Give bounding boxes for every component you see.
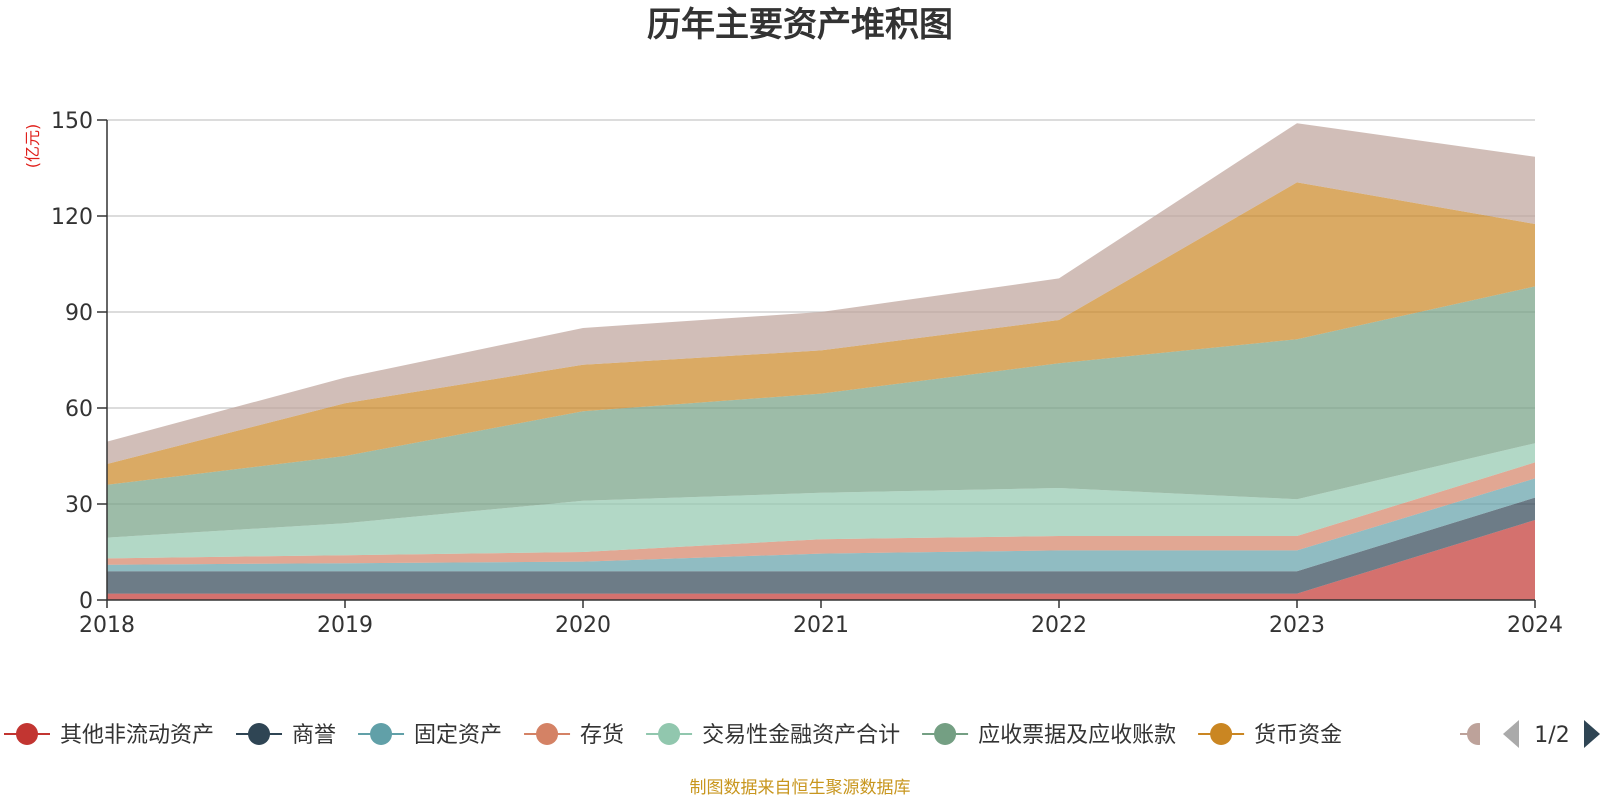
area-series[interactable] <box>107 520 1535 600</box>
legend-marker <box>1467 723 1480 745</box>
legend-marker <box>658 723 681 745</box>
legend-item[interactable]: 商誉 <box>236 723 336 748</box>
y-axis-unit: (亿元) <box>23 124 42 169</box>
area-series[interactable] <box>107 497 1535 594</box>
legend-item[interactable]: 应收票据及应收账款 <box>922 723 1176 748</box>
legend-next-icon[interactable] <box>1584 720 1600 748</box>
legend-marker <box>536 723 559 745</box>
legend-label: 货币资金 <box>1254 723 1342 748</box>
y-tick-label: 150 <box>51 109 93 134</box>
legend-item[interactable]: 其他非流动资产 <box>4 723 214 748</box>
y-tick-label: 90 <box>65 301 93 326</box>
x-tick-label: 2023 <box>1269 613 1325 638</box>
legend-item-partial[interactable] <box>1460 723 1500 745</box>
legend-page-indicator: 1/2 <box>1534 723 1569 748</box>
legend-marker <box>370 723 393 745</box>
legend-label: 其他非流动资产 <box>60 723 214 748</box>
legend-marker <box>1210 723 1233 745</box>
x-tick-label: 2021 <box>793 613 849 638</box>
area-series[interactable] <box>107 123 1535 464</box>
legend: 其他非流动资产 商誉 固定资产 存货 交易性金融资产合计 应收票据及应收账款 货币资金 1/2 <box>4 720 1600 748</box>
legend-label: 固定资产 <box>414 723 502 748</box>
legend-label: 存货 <box>580 723 624 748</box>
x-tick-label: 2019 <box>317 613 373 638</box>
legend-item[interactable]: 交易性金融资产合计 <box>646 723 900 748</box>
legend-marker <box>16 723 38 745</box>
y-tick-label: 0 <box>79 589 93 614</box>
area-series[interactable] <box>107 286 1535 538</box>
chart-title: 历年主要资产堆积图 <box>647 5 953 45</box>
legend-item[interactable]: 存货 <box>524 723 624 748</box>
y-tick-label: 120 <box>51 205 93 230</box>
x-tick-label: 2024 <box>1507 613 1563 638</box>
data-source-note: 制图数据来自恒生聚源数据库 <box>690 778 911 798</box>
y-tick-label: 60 <box>65 397 93 422</box>
legend-label: 交易性金融资产合计 <box>702 723 900 748</box>
legend-item[interactable]: 固定资产 <box>358 723 502 748</box>
legend-label: 应收票据及应收账款 <box>978 723 1176 748</box>
area-series[interactable] <box>107 462 1535 565</box>
x-tick-label: 2020 <box>555 613 611 638</box>
legend-prev-icon[interactable] <box>1503 720 1519 748</box>
x-tick-label: 2022 <box>1031 613 1087 638</box>
legend-marker <box>934 723 957 745</box>
stacked-areas <box>107 123 1535 600</box>
legend-marker <box>248 723 271 745</box>
legend-item[interactable]: 货币资金 <box>1198 723 1342 748</box>
axes: 0 30 60 90 120 150 2018 2019 2020 2021 2022 2023 202… <box>51 109 1563 638</box>
area-series[interactable] <box>107 182 1535 485</box>
x-tick-label: 2018 <box>79 613 135 638</box>
y-tick-label: 30 <box>65 493 93 518</box>
area-series[interactable] <box>107 443 1535 559</box>
legend-label: 商誉 <box>292 723 336 748</box>
